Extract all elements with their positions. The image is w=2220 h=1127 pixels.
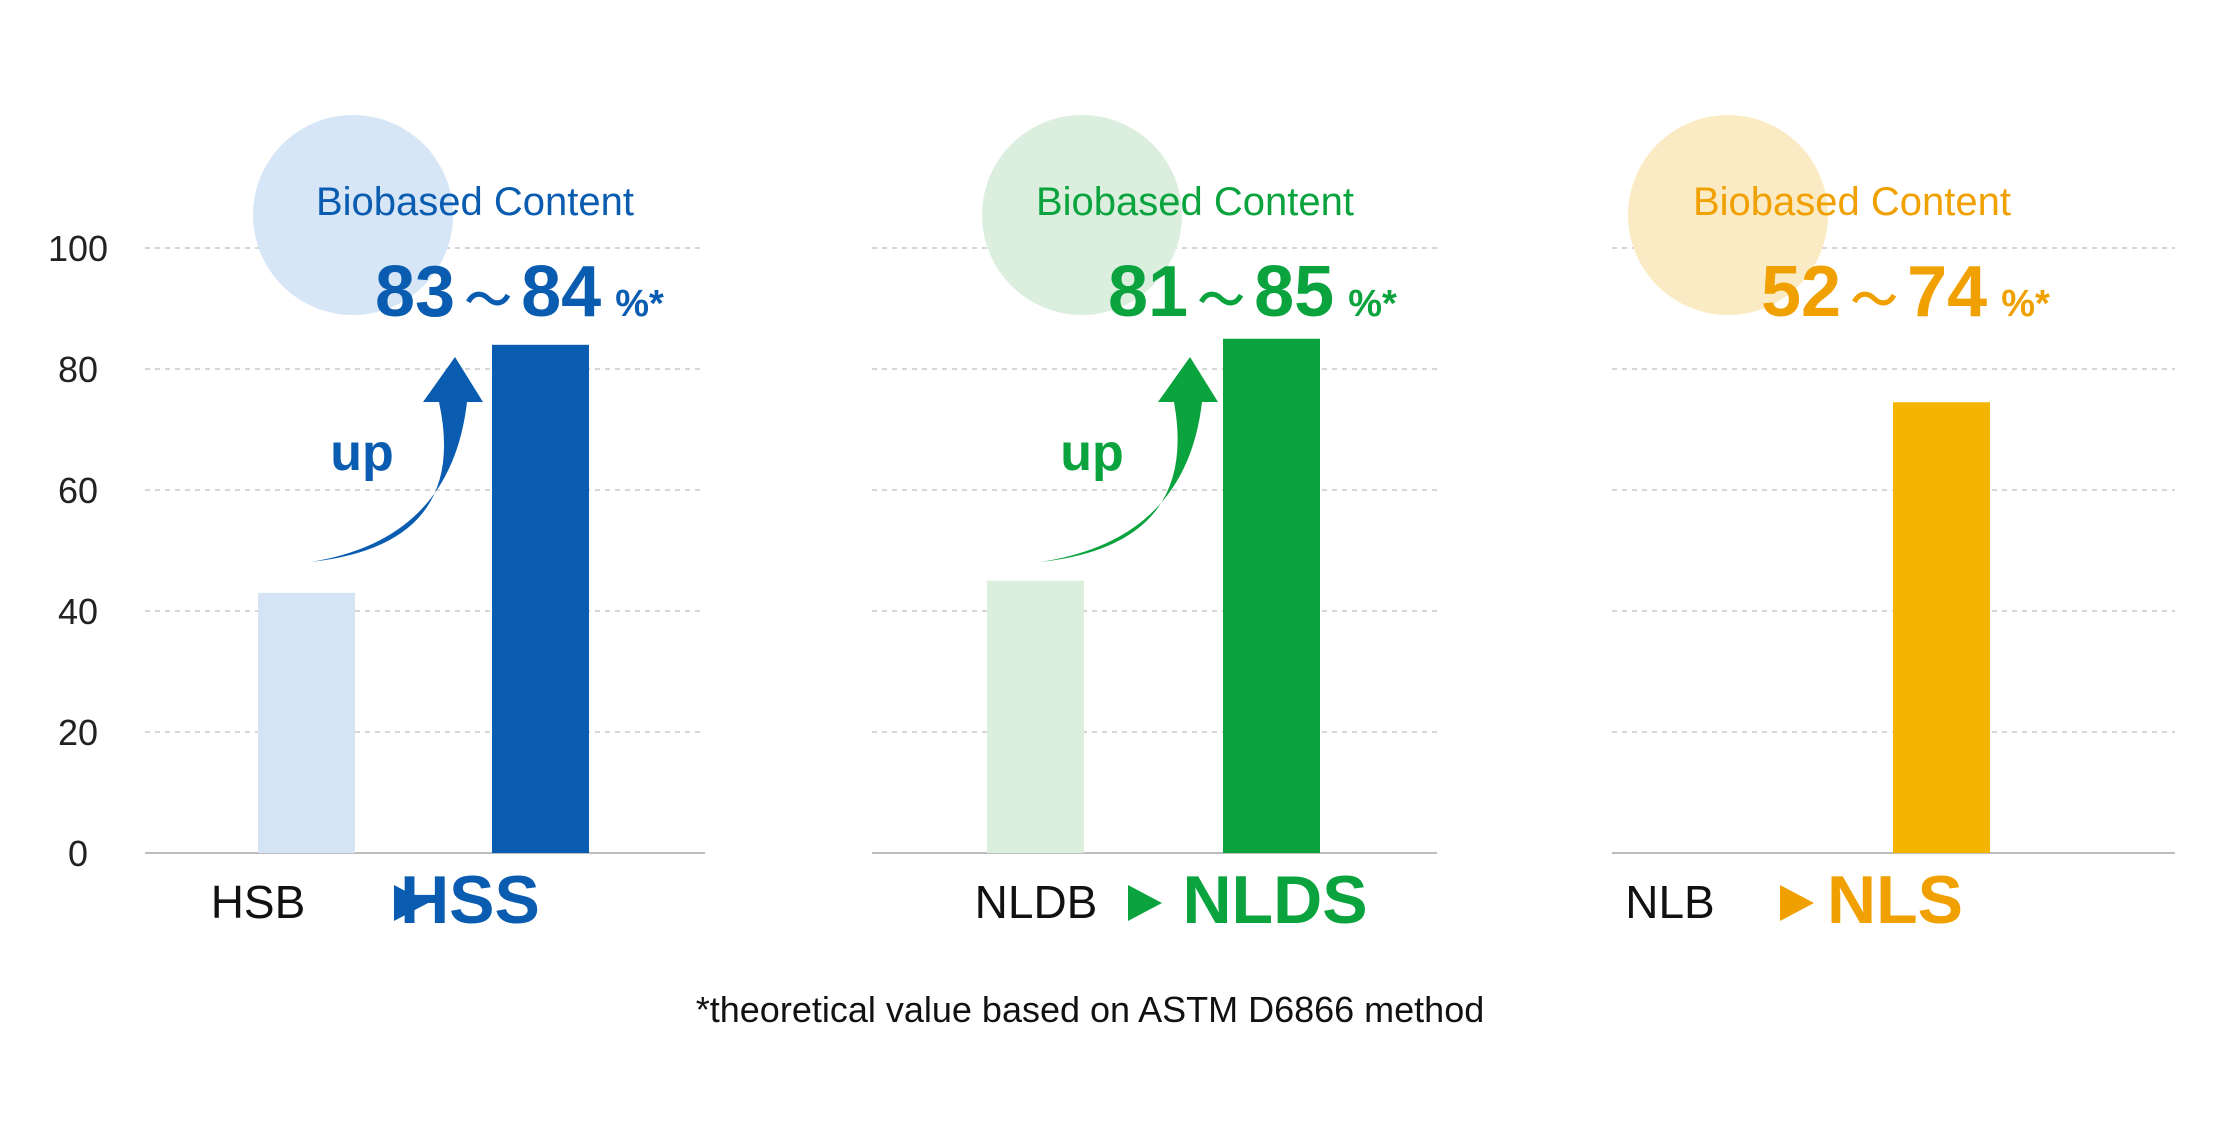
y-tick-label: 80 (58, 349, 98, 390)
range-separator: ～ (1198, 274, 1244, 326)
range-unit: %* (615, 283, 664, 325)
bar-nlds (1223, 338, 1320, 853)
decorative-circle (982, 115, 1182, 315)
decorative-circle (1628, 115, 1828, 315)
from-category-label: HSB (211, 876, 306, 928)
biobased-content-label: Biobased Content (316, 180, 634, 224)
up-label: up (330, 424, 394, 482)
panel: Biobased Content 83 ～ 84 %* up HSB HSS (211, 115, 664, 938)
to-category-label: NLDS (1182, 862, 1367, 938)
range-high: 85 (1254, 252, 1334, 332)
up-arrow-icon (310, 357, 483, 562)
range-low: 83 (375, 252, 455, 332)
triangle-right-icon (394, 885, 428, 921)
range-unit: %* (2001, 283, 2050, 325)
bar-hsb (258, 592, 355, 853)
to-category-label: HSS (400, 862, 540, 938)
from-category-label: NLB (1625, 876, 1714, 928)
content-range: 52 ～ 74 %* (1761, 252, 2050, 332)
panel: Biobased Content 81 ～ 85 %* up NLDB NLDS (975, 115, 1397, 938)
decorative-circle (253, 115, 453, 315)
up-label: up (1060, 424, 1124, 482)
to-category-label: NLS (1827, 862, 1963, 938)
biobased-content-label: Biobased Content (1036, 180, 1354, 224)
triangle-right-icon (1780, 885, 1814, 921)
footnote: *theoretical value based on ASTM D6866 m… (696, 989, 1484, 1030)
y-tick-label: 100 (48, 228, 108, 269)
triangle-right-icon (1128, 885, 1162, 921)
range-separator: ～ (1851, 274, 1897, 326)
bar-nldb (987, 580, 1084, 853)
bar-hss (492, 344, 589, 853)
range-unit: %* (1348, 283, 1397, 325)
y-axis: 0 20 40 60 80 100 (48, 228, 108, 874)
content-range: 83 ～ 84 %* (375, 252, 664, 332)
range-low: 81 (1108, 252, 1188, 332)
y-tick-label: 60 (58, 470, 98, 511)
range-high: 74 (1907, 252, 1987, 332)
range-high: 84 (521, 252, 601, 332)
y-tick-label: 40 (58, 591, 98, 632)
panel: Biobased Content 52 ～ 74 %* NLB NLS (1625, 115, 2050, 938)
range-separator: ～ (465, 274, 511, 326)
bar-nls (1893, 402, 1990, 853)
y-tick-label: 0 (68, 833, 88, 874)
from-category-label: NLDB (975, 876, 1098, 928)
biobased-content-label: Biobased Content (1693, 180, 2011, 224)
content-range: 81 ～ 85 %* (1108, 252, 1397, 332)
up-arrow-icon (1040, 357, 1218, 562)
range-low: 52 (1761, 252, 1841, 332)
y-tick-label: 20 (58, 712, 98, 753)
gridlines (145, 247, 2175, 854)
